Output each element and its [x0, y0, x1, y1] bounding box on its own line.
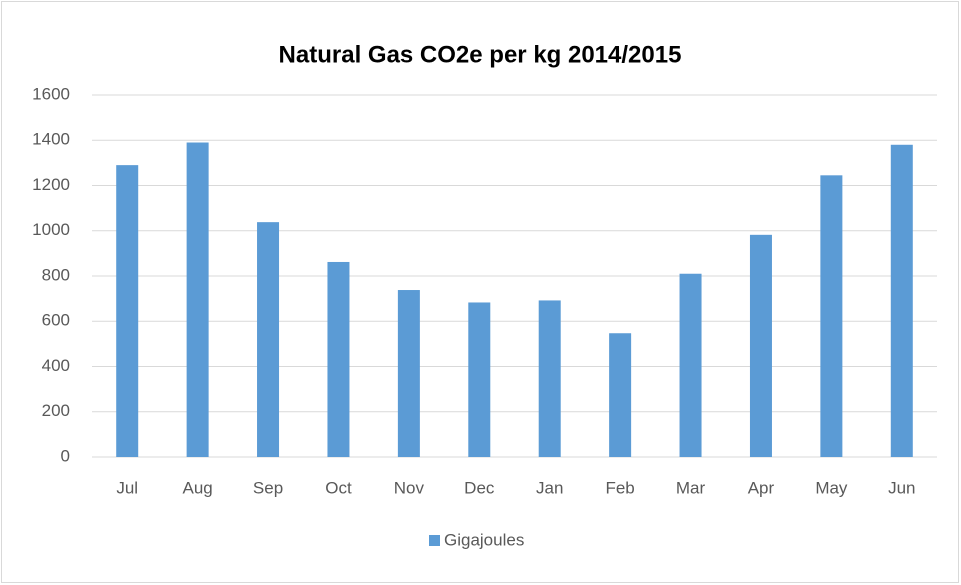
x-tick-label: Jul [116, 478, 138, 497]
bar [327, 261, 350, 457]
bar [890, 144, 913, 457]
bar [679, 273, 702, 457]
y-tick-label: 1600 [32, 84, 70, 103]
y-tick-label: 200 [42, 401, 70, 420]
bar [257, 222, 280, 457]
y-tick-label: 1400 [32, 130, 70, 149]
y-tick-label: 0 [61, 446, 70, 465]
x-tick-label: Aug [183, 478, 213, 497]
x-tick-label: Jan [536, 478, 563, 497]
y-tick-label: 400 [42, 356, 70, 375]
x-tick-label: Apr [748, 478, 775, 497]
bar [609, 333, 632, 457]
legend-swatch [429, 535, 440, 546]
bar [186, 142, 209, 457]
y-tick-label: 1000 [32, 220, 70, 239]
x-tick-label: Nov [394, 478, 425, 497]
x-tick-label: Sep [253, 478, 283, 497]
chart-title: Natural Gas CO2e per kg 2014/2015 [279, 41, 682, 68]
x-tick-label: Jun [888, 478, 915, 497]
x-tick-label: Dec [464, 478, 495, 497]
x-tick-label: Oct [325, 478, 352, 497]
x-tick-label: May [815, 478, 848, 497]
bar [749, 234, 772, 457]
y-tick-label: 1200 [32, 175, 70, 194]
y-tick-label: 800 [42, 265, 70, 284]
bar [116, 165, 139, 457]
bar [820, 175, 843, 457]
y-tick-label: 600 [42, 311, 70, 330]
x-tick-label: Mar [676, 478, 706, 497]
bar [397, 290, 420, 457]
bar [468, 302, 491, 457]
bar [538, 300, 561, 457]
legend-label: Gigajoules [444, 530, 524, 549]
x-tick-label: Feb [605, 478, 634, 497]
